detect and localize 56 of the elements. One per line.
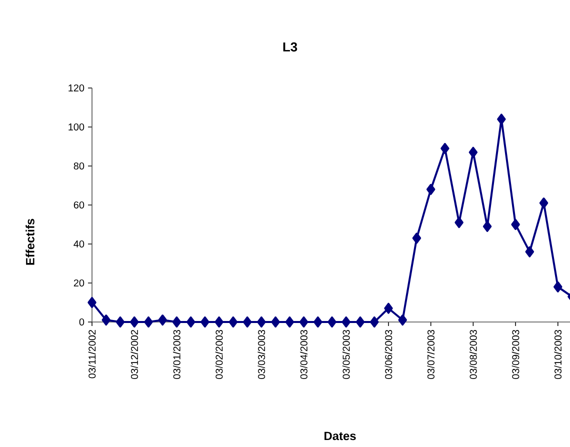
point	[88, 296, 96, 308]
point	[257, 316, 266, 328]
y-tick-label: 20	[74, 279, 84, 287]
point	[130, 316, 139, 328]
x-tick-label: 03/04/2003	[300, 330, 308, 379]
point	[539, 198, 548, 209]
x-tick-label: 03/08/2003	[470, 330, 477, 379]
x-tick-label: 03/03/2003	[258, 330, 266, 379]
y-tick-label: 0	[79, 318, 84, 326]
x-tick-label: 03/12/2002	[130, 330, 138, 379]
point	[200, 316, 210, 328]
x-axis-title: Dates	[324, 432, 356, 440]
point	[172, 316, 182, 328]
y-tick-label: 40	[74, 240, 84, 248]
y-tick-label: 60	[74, 201, 84, 209]
x-tick-label: 03/06/2003	[384, 330, 392, 379]
point	[328, 316, 336, 328]
x-tick-label: 03/02/2003	[215, 330, 223, 379]
point	[299, 316, 308, 328]
point	[356, 316, 365, 328]
y-axis-title: Effectifs	[26, 218, 34, 265]
point	[370, 316, 379, 328]
point	[158, 314, 167, 326]
point	[342, 316, 350, 328]
point	[285, 316, 294, 328]
point	[525, 246, 534, 258]
point	[384, 302, 393, 314]
point	[186, 316, 196, 328]
chart-title: L3	[283, 42, 298, 52]
x-tick-label: 03/07/2003	[427, 330, 434, 379]
point	[454, 217, 464, 228]
x-tick-label: 03/10/2003	[554, 330, 562, 379]
point	[214, 316, 224, 328]
point	[497, 114, 506, 125]
point	[102, 314, 110, 326]
point	[412, 232, 422, 244]
point	[228, 316, 238, 328]
point	[242, 316, 252, 328]
point	[144, 316, 153, 328]
point	[426, 184, 436, 195]
x-tick-label: 03/01/2003	[173, 330, 180, 379]
y-tick-label: 120	[68, 84, 84, 92]
x-tick-label: 03/11/2002	[88, 330, 96, 378]
point	[554, 281, 562, 292]
point	[116, 316, 125, 328]
point	[468, 146, 478, 158]
y-tick-label: 80	[74, 162, 84, 170]
point	[440, 142, 450, 154]
point	[482, 220, 492, 232]
x-tick-label: 03/09/2003	[512, 330, 520, 379]
point	[314, 316, 322, 328]
point	[511, 218, 520, 230]
x-tick-label: 03/05/2003	[342, 330, 350, 379]
point	[398, 314, 407, 326]
y-tick-label: 100	[68, 123, 84, 131]
point	[271, 316, 280, 328]
